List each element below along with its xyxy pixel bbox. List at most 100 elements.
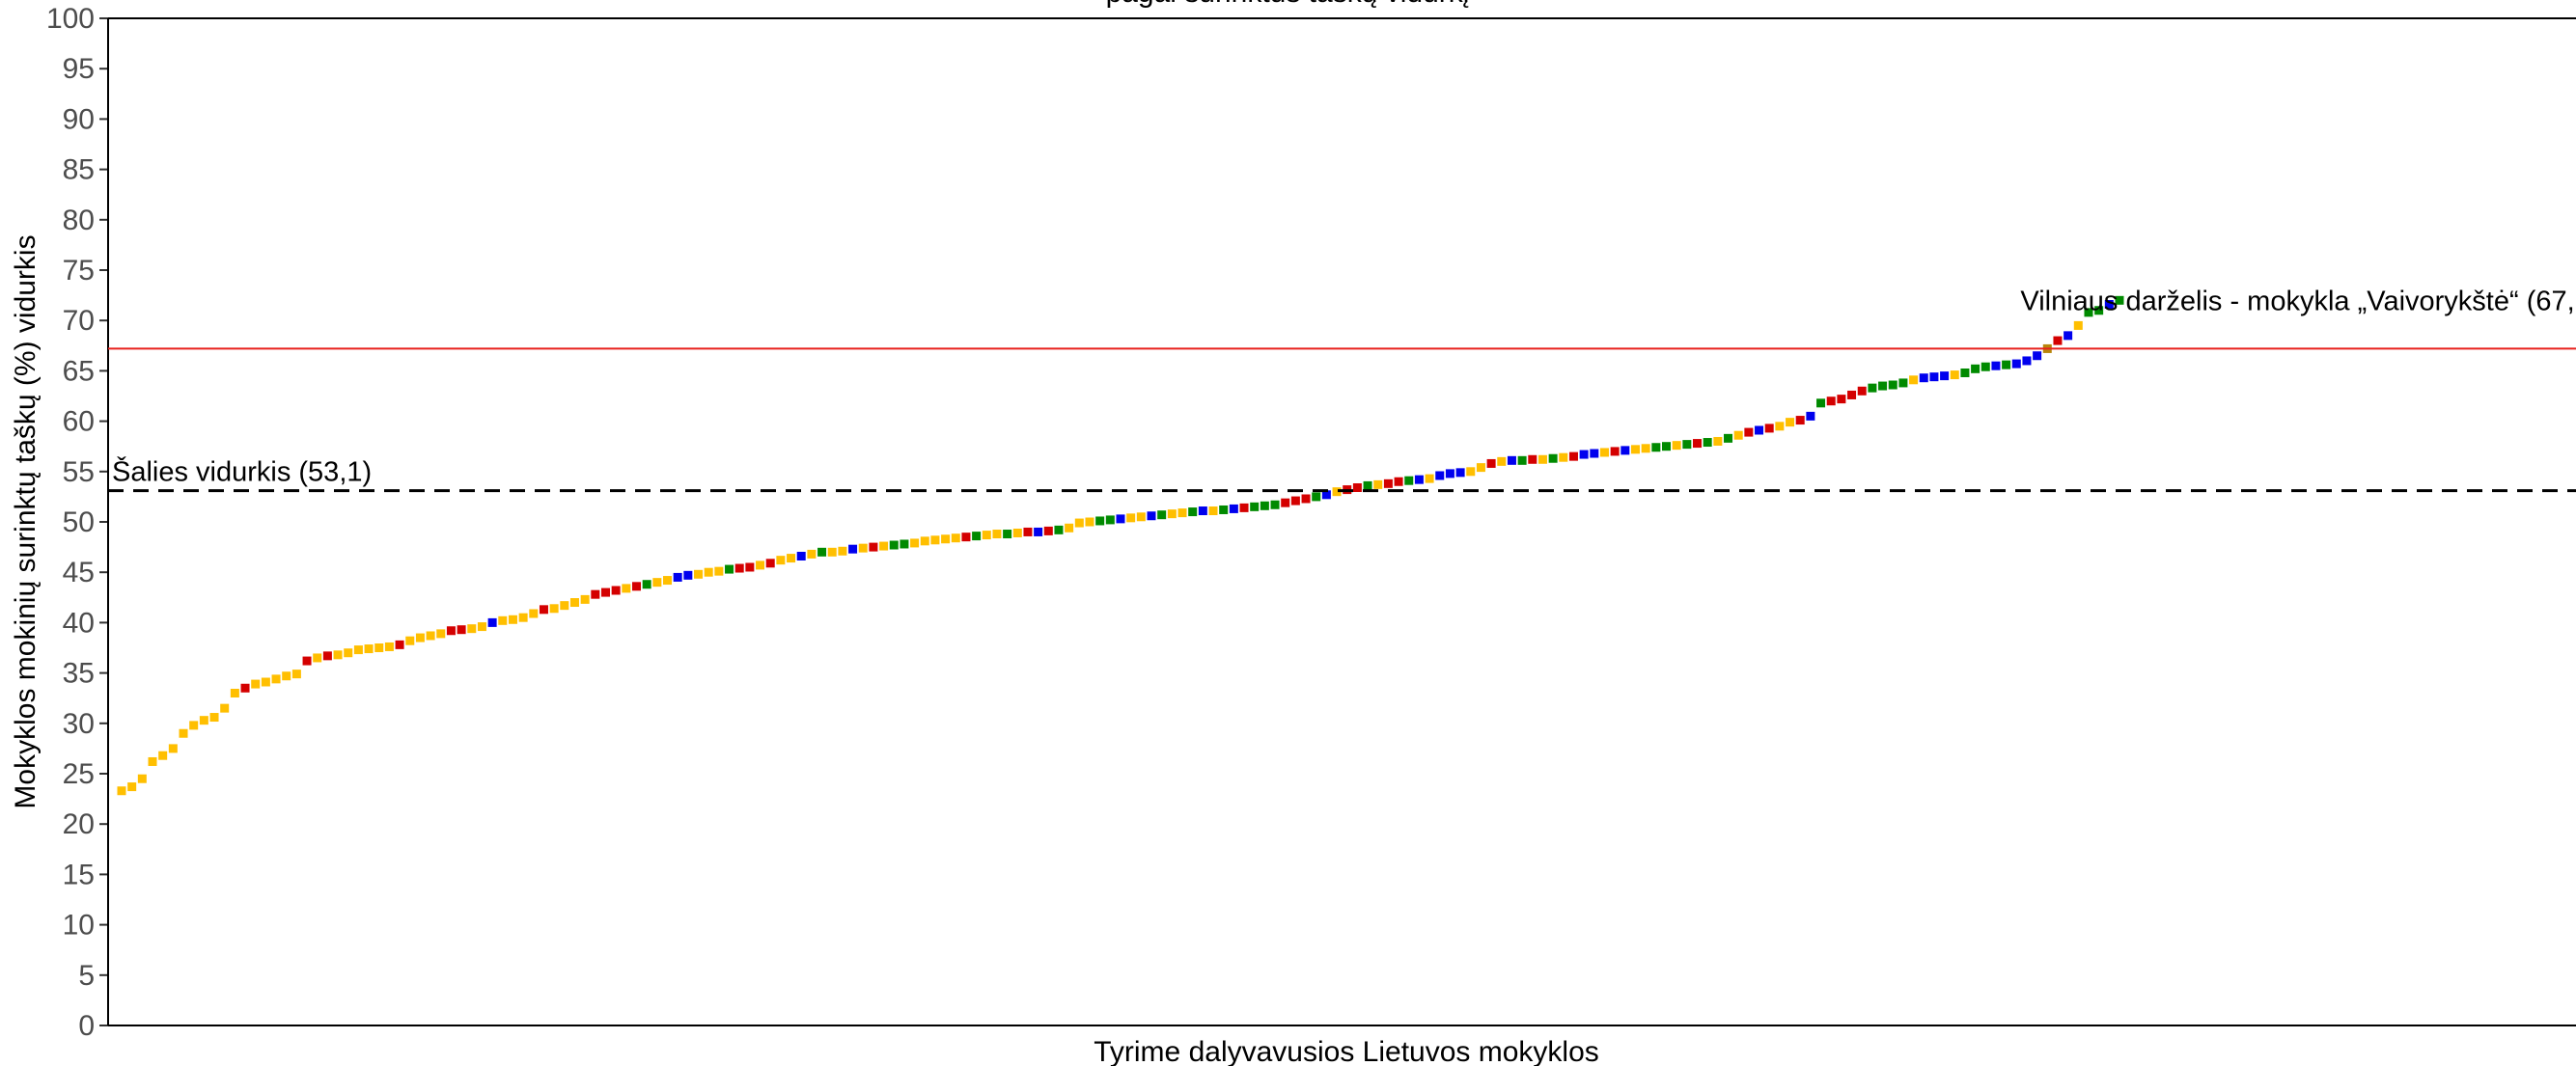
school-point xyxy=(2002,360,2011,369)
school-point xyxy=(632,582,641,591)
school-point xyxy=(920,536,929,546)
y-tick-label: 95 xyxy=(63,53,95,85)
school-point xyxy=(910,538,920,548)
school-point xyxy=(951,533,960,543)
school-point xyxy=(2033,351,2042,361)
school-point xyxy=(1610,447,1620,456)
school-point xyxy=(1023,527,1033,536)
school-point xyxy=(271,674,281,684)
school-point xyxy=(1517,455,1527,465)
school-point xyxy=(1177,508,1187,518)
school-point xyxy=(1435,471,1445,480)
school-point xyxy=(1270,500,1280,509)
school-point xyxy=(1373,479,1383,489)
school-point xyxy=(1116,514,1125,524)
school-point xyxy=(827,547,837,557)
school-point xyxy=(353,645,363,655)
school-point xyxy=(1548,453,1558,463)
school-point xyxy=(961,533,971,542)
school-point xyxy=(858,543,868,553)
school-point xyxy=(1126,513,1136,523)
school-point xyxy=(1703,438,1712,448)
school-point xyxy=(972,532,982,541)
school-point xyxy=(230,688,239,697)
chart-title-fragment: pagal surinktus taškų vidurkį xyxy=(1106,0,1470,9)
school-point xyxy=(1590,449,1599,458)
school-point xyxy=(220,703,230,713)
y-tick-label: 85 xyxy=(63,154,95,186)
school-point xyxy=(1208,506,1218,516)
school-point xyxy=(282,671,291,681)
school-point xyxy=(1445,469,1454,478)
school-point xyxy=(765,559,775,568)
school-point xyxy=(2094,306,2104,315)
school-point xyxy=(1980,362,1990,371)
school-point xyxy=(1826,396,1836,406)
y-tick-label: 80 xyxy=(63,205,95,236)
school-point xyxy=(1229,504,1238,513)
school-point xyxy=(1301,494,1311,504)
school-point xyxy=(1909,375,1919,385)
school-point xyxy=(1034,527,1043,536)
school-point xyxy=(374,643,384,652)
y-tick-label: 35 xyxy=(63,658,95,690)
y-tick-label: 10 xyxy=(63,910,95,942)
school-point xyxy=(477,622,486,632)
school-point xyxy=(1497,456,1507,466)
y-tick-label: 70 xyxy=(63,305,95,337)
school-point xyxy=(1816,398,1826,408)
school-point xyxy=(117,786,126,796)
school-point xyxy=(426,631,435,641)
school-point xyxy=(1054,525,1064,534)
school-point xyxy=(569,598,579,608)
school-point xyxy=(1620,446,1630,455)
school-point xyxy=(1466,467,1476,477)
school-point xyxy=(879,541,889,551)
school-point xyxy=(1919,373,1928,383)
y-axis: 0 5 10 15 20 25 30 35 40 45 50 55 60 65 70 75 80 85 90 95 10… xyxy=(46,3,108,1042)
x-axis-title: Tyrime dalyvavusios Lietuvos mokyklos xyxy=(1094,1036,1599,1066)
school-point xyxy=(1579,450,1589,459)
school-point xyxy=(1198,506,1207,516)
school-point xyxy=(1528,454,1537,464)
school-point xyxy=(734,563,744,573)
school-point xyxy=(1352,483,1362,493)
school-point xyxy=(1414,475,1424,484)
school-point xyxy=(137,774,147,783)
school-point xyxy=(1074,518,1084,528)
school-point xyxy=(179,728,188,738)
school-point xyxy=(251,679,261,689)
school-point xyxy=(1960,368,1970,377)
school-point xyxy=(1332,487,1342,497)
school-point xyxy=(1043,526,1053,535)
y-tick-label: 45 xyxy=(63,557,95,588)
school-point xyxy=(1847,390,1857,399)
school-point xyxy=(384,642,394,651)
school-point xyxy=(591,589,600,599)
school-point xyxy=(1290,496,1300,506)
school-point xyxy=(941,534,951,544)
school-point xyxy=(1991,361,2001,370)
y-tick-label: 75 xyxy=(63,255,95,287)
highlight-school-label: Vilniaus darželis - mokykla „Vaivorykštė… xyxy=(2020,286,2576,316)
school-point xyxy=(1724,433,1733,443)
school-point xyxy=(189,721,199,730)
school-point xyxy=(1806,411,1815,421)
school-point xyxy=(446,626,456,636)
y-tick-label: 30 xyxy=(63,708,95,740)
school-point xyxy=(313,653,322,663)
school-point xyxy=(1167,509,1177,519)
school-point xyxy=(1394,477,1403,486)
national-average-label: Šalies vidurkis (53,1) xyxy=(112,455,372,488)
y-tick-label: 25 xyxy=(63,758,95,790)
school-point xyxy=(2104,299,2114,309)
school-point xyxy=(2084,308,2093,317)
school-point xyxy=(848,544,858,554)
school-point xyxy=(787,554,796,563)
school-point xyxy=(1455,468,1465,478)
y-tick-label: 100 xyxy=(46,3,95,35)
school-point xyxy=(807,549,817,559)
school-point xyxy=(1693,439,1703,449)
school-point xyxy=(405,636,415,645)
school-point xyxy=(1425,474,1434,483)
